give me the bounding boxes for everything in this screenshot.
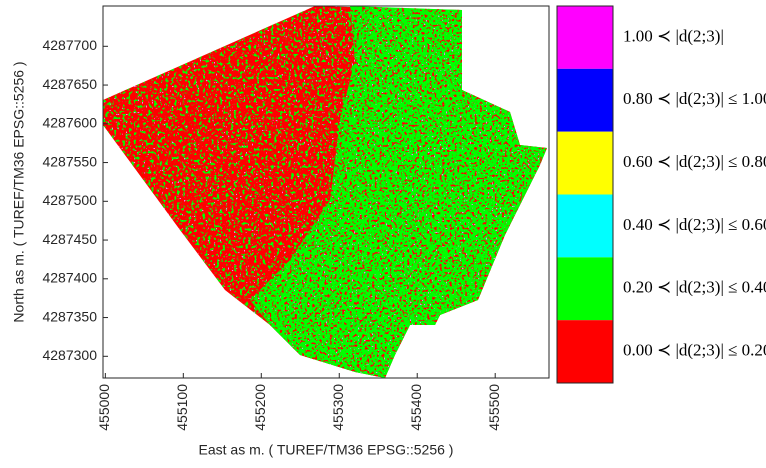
colorbar-band <box>557 320 613 383</box>
colorbar-label: 0.80 ≺ |d(2;3)| ≤ 1.00 <box>623 89 766 108</box>
y-tick-label: 4287700 <box>42 37 97 53</box>
y-tick-label: 4287400 <box>42 270 97 286</box>
x-tick-label: 455400 <box>408 384 424 431</box>
x-tick-label: 455100 <box>174 384 190 431</box>
colorbar-band <box>557 257 613 321</box>
colorbar-band <box>557 68 613 132</box>
y-tick-label: 4287500 <box>42 192 97 208</box>
x-tick-label: 455500 <box>486 384 502 431</box>
colorbar-label: 0.60 ≺ |d(2;3)| ≤ 0.80 <box>623 152 766 171</box>
y-tick-label: 4287450 <box>42 231 97 247</box>
y-tick-label: 4287550 <box>42 153 97 169</box>
colorbar-label: 0.20 ≺ |d(2;3)| ≤ 0.40 <box>623 278 766 297</box>
x-axis-label: East as m. ( TUREF/TM36 EPSG::5256 ) <box>199 442 454 458</box>
colorbar-band <box>557 131 613 195</box>
y-tick-label: 4287650 <box>42 76 97 92</box>
x-tick-label: 455300 <box>330 384 346 431</box>
x-tick-label: 455200 <box>252 384 268 431</box>
colorbar-label: 1.00 ≺ |d(2;3)| <box>623 26 724 45</box>
colorbar-band <box>557 6 613 69</box>
y-tick-label: 4287350 <box>42 308 97 324</box>
x-tick-label: 455000 <box>96 384 112 431</box>
colorbar-box <box>556 5 614 384</box>
axes-box <box>102 5 550 379</box>
y-tick-label: 4287600 <box>42 115 97 131</box>
y-axis-label: North as m. ( TUREF/TM36 EPSG::5256 ) <box>11 61 27 322</box>
colorbar-label: 0.00 ≺ |d(2;3)| ≤ 0.20 <box>623 340 766 359</box>
raster-map <box>103 6 547 378</box>
colorbar-band <box>557 194 613 258</box>
colorbar-label: 0.40 ≺ |d(2;3)| ≤ 0.60 <box>623 215 766 234</box>
y-tick-label: 4287300 <box>42 347 97 363</box>
